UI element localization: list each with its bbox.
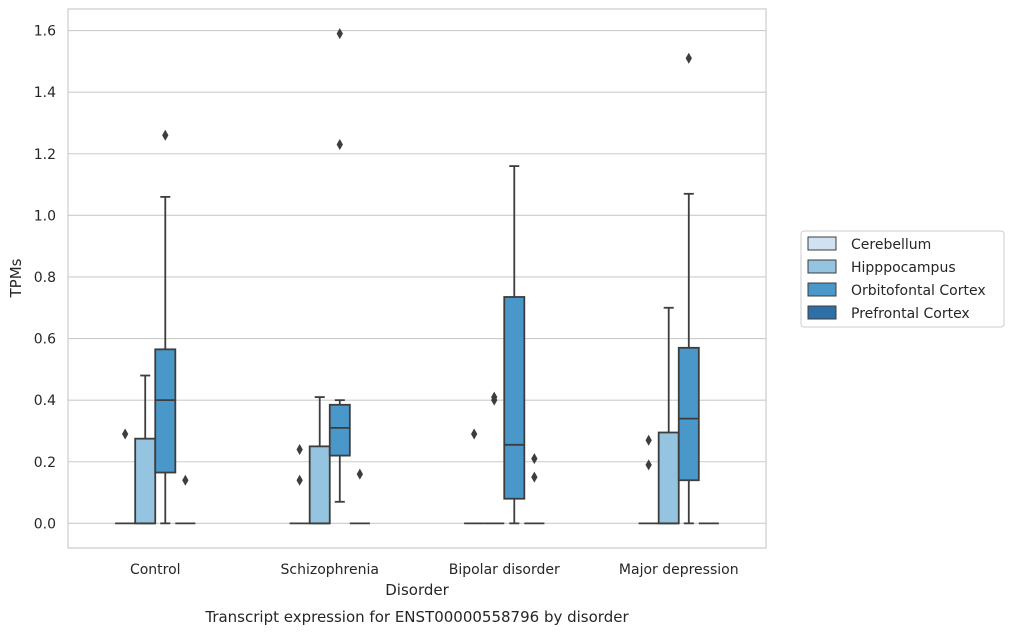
outlier-point <box>356 468 364 480</box>
box-3-2 <box>328 28 351 503</box>
x-axis-ticks: Control Schizophrenia Bipolar disorder Majo… <box>130 562 739 578</box>
box-1-3 <box>464 428 485 525</box>
box-2-2 <box>308 396 331 525</box>
box-plot-area <box>115 28 719 525</box>
plot-frame <box>67 8 767 549</box>
outlier-point <box>162 129 169 141</box>
legend: Cerebellum Hipppocampus Orbitofontal Corte… <box>800 230 1005 328</box>
outlier-point <box>491 391 498 403</box>
box-1-1 <box>115 428 136 525</box>
box-iqr <box>328 403 351 457</box>
y-tick-label: 0.6 <box>34 332 56 348</box>
outlier-point <box>470 428 478 440</box>
box-iqr <box>677 346 700 482</box>
box-3-1 <box>154 129 177 525</box>
outlier-point <box>182 474 189 486</box>
legend-frame <box>800 230 1005 328</box>
box-2-1 <box>134 374 157 525</box>
box-iqr <box>134 437 157 525</box>
x-tick-label: Control <box>130 562 181 578</box>
outlier-point <box>336 139 343 151</box>
legend-swatch <box>807 259 837 274</box>
box-iqr <box>503 296 526 500</box>
y-tick-label: 1.6 <box>34 24 56 40</box>
outlier-point <box>685 52 692 64</box>
box-4-2 <box>349 468 370 525</box>
box-4-1 <box>175 474 196 525</box>
grid-lines <box>68 30 766 524</box>
outlier-point <box>645 459 652 471</box>
box-iqr <box>308 445 331 525</box>
x-tick-label: Bipolar disorder <box>449 562 560 578</box>
y-axis-label: TPMs <box>7 258 25 298</box>
outlier-point <box>531 471 538 483</box>
box-1-2 <box>289 443 310 525</box>
box-3-4 <box>677 52 700 525</box>
x-tick-label: Schizophrenia <box>281 562 379 578</box>
legend-swatch <box>807 236 837 251</box>
legend-label: Hipppocampus <box>851 260 956 276</box>
y-tick-label: 1.4 <box>34 85 56 101</box>
y-tick-label: 0.0 <box>34 516 56 532</box>
chart-caption: Transcript expression for ENST0000055879… <box>204 608 629 626</box>
legend-label: Prefrontal Cortex <box>851 306 970 322</box>
legend-swatch <box>807 305 837 320</box>
outlier-point <box>531 453 538 465</box>
box-4-3 <box>524 453 545 525</box>
outlier-point <box>336 28 343 40</box>
box-2-3 <box>484 391 505 525</box>
legend-label: Cerebellum <box>851 237 931 253</box>
y-tick-label: 1.0 <box>34 208 56 224</box>
x-tick-label: Major depression <box>619 562 739 578</box>
box-2-4 <box>657 306 680 525</box>
legend-label: Orbitofontal Cortex <box>851 283 986 299</box>
outlier-point <box>121 428 129 440</box>
y-tick-label: 0.2 <box>34 455 56 471</box>
x-axis-label: Disorder <box>385 581 449 599</box>
legend-swatch <box>807 282 837 297</box>
box-iqr <box>154 348 177 474</box>
y-tick-label: 0.4 <box>34 393 56 409</box>
outlier-point <box>296 443 303 455</box>
y-tick-label: 1.2 <box>34 147 56 163</box>
box-3-3 <box>503 165 526 525</box>
box-1-4 <box>638 434 659 525</box>
outlier-point <box>645 434 652 446</box>
y-axis-ticks: 0.0 0.2 0.4 0.6 0.8 1.0 1.2 1.4 1.6 <box>34 24 56 533</box>
box-iqr <box>657 431 680 525</box>
y-tick-label: 0.8 <box>34 270 56 286</box>
outlier-point <box>296 474 303 486</box>
